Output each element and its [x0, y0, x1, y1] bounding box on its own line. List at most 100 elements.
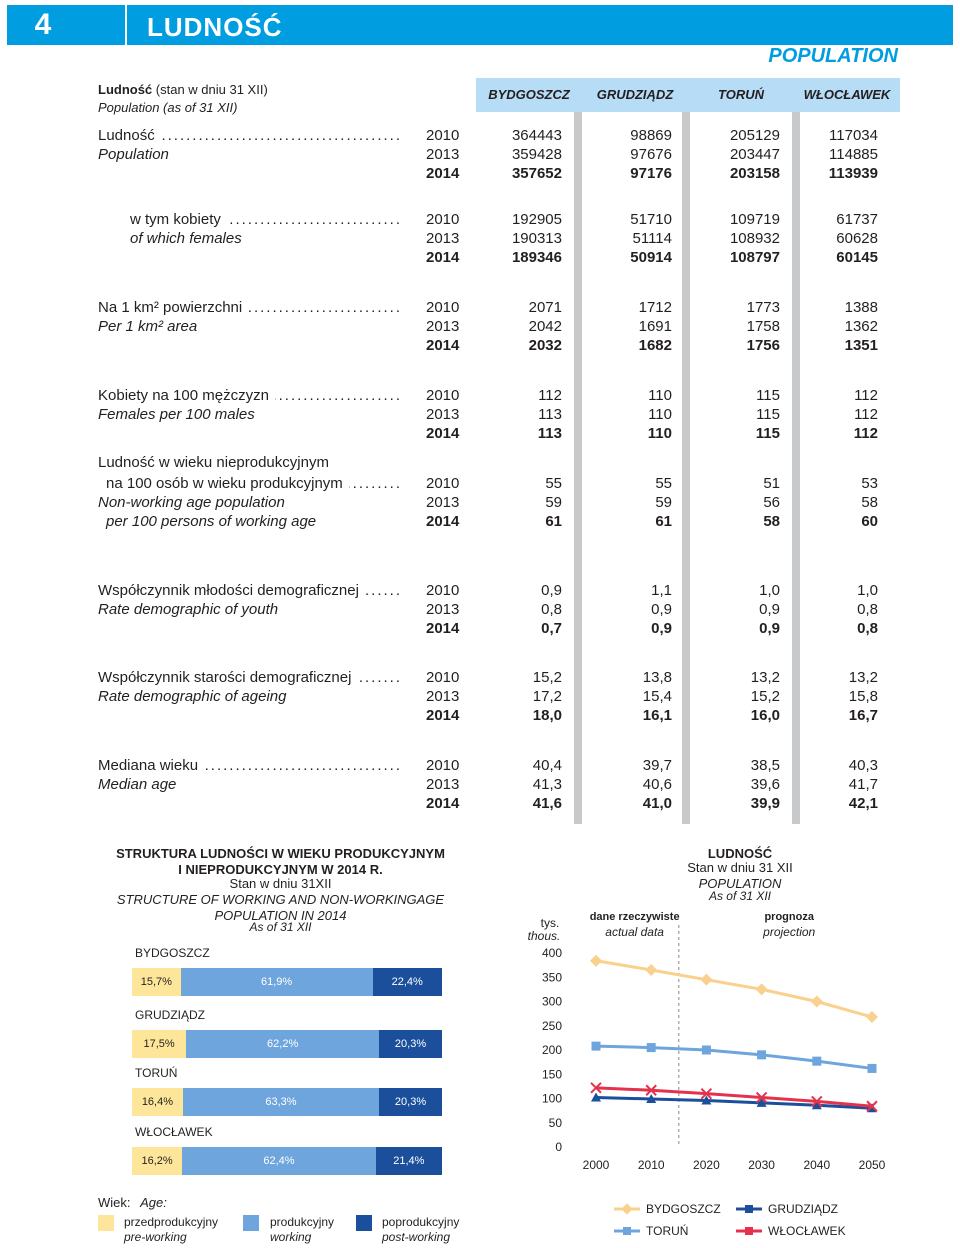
data-point [591, 1041, 601, 1051]
indicator-label-en: Population [98, 146, 169, 163]
structure-sub-en: As of 31 XII [249, 920, 312, 934]
year-label: 2014 [426, 795, 460, 812]
table-cell: 50914 [630, 249, 672, 266]
table-cell: 40,3 [848, 757, 878, 774]
table-caption-en: Population (as of 31 XII) [98, 100, 238, 115]
table-cell: 1362 [844, 318, 878, 335]
structure-segment-pre: 16,4% [132, 1088, 183, 1116]
structure-segment-working: 61,9% [180, 968, 373, 996]
line-legend-label: WŁOCŁAWEK [768, 1223, 846, 1238]
table-cell: 61737 [836, 211, 878, 228]
table-cell: 110 [647, 425, 672, 442]
table-cell: 110 [648, 387, 672, 404]
section-title: LUDNOŚĆ [147, 12, 283, 42]
table-cell: 97176 [630, 165, 672, 182]
table-cell: 113939 [828, 165, 878, 182]
data-point [591, 1092, 601, 1102]
structure-segment-working: 62,4% [182, 1147, 376, 1175]
year-label: 2010 [426, 757, 460, 774]
table-cell: 53 [861, 475, 878, 492]
data-point [700, 1087, 713, 1100]
legend-post-en: post-working [382, 1230, 451, 1244]
indicator-label-pl: Współczynnik starości demograficznej [98, 669, 352, 686]
year-label: 2013 [426, 146, 460, 163]
year-label: 2013 [426, 688, 460, 705]
table-cell: 357652 [511, 165, 562, 182]
indicator-label-en: per 100 persons of working age [106, 513, 317, 530]
structure-title-en-2: POPULATION IN 2014 [214, 908, 347, 923]
indicator-label-en: Median age [98, 776, 177, 793]
line-legend-item: TORUŃ [614, 1222, 688, 1240]
structure-segment-working: 62,2% [186, 1030, 380, 1058]
dot-leader: ........................................… [357, 669, 402, 686]
line-title: LUDNOŚĆ [707, 846, 773, 861]
structure-title-2: I NIEPRODUKCYJNYM W 2014 R. [178, 862, 383, 877]
structure-segment-pre: 17,5% [132, 1030, 187, 1058]
legend-swatch-post [356, 1215, 372, 1231]
table-cell: 39,6 [750, 776, 780, 793]
year-label: 2014 [426, 707, 460, 724]
y-axis-label: tys. [541, 916, 560, 930]
table-cell: 15,4 [642, 688, 672, 705]
column-divider [574, 112, 582, 824]
actual-label-en: actual data [605, 925, 664, 939]
structure-bar: 17,5% 62,2% 20,3% [132, 1030, 442, 1058]
dot-leader: ........................................… [204, 757, 402, 774]
data-point [646, 1093, 657, 1103]
year-label: 2010 [426, 475, 460, 492]
table-cell: 0,9 [651, 620, 672, 637]
line-legend-item: BYDGOSZCZ [614, 1200, 721, 1218]
indicator-label-en: Females per 100 males [98, 406, 255, 423]
y-tick-label: 50 [549, 1116, 563, 1130]
table-cell: 112 [538, 387, 562, 404]
x-tick-label: 2040 [803, 1158, 830, 1172]
table-cell: 58 [861, 494, 878, 511]
year-label: 2013 [426, 776, 460, 793]
actual-label: dane rzeczywiste [590, 911, 680, 923]
table-cell: 60 [861, 513, 878, 530]
col-torun: TORUŃ [718, 87, 764, 102]
table-cell: 13,2 [848, 669, 878, 686]
table-cell: 2042 [528, 318, 562, 335]
data-point [867, 1063, 877, 1073]
column-header: BYDGOSZCZ GRUDZIĄDZ TORUŃ WŁOCŁAWEK [476, 78, 900, 112]
indicator-label-pl: Współczynnik młodości demograficznej [98, 582, 359, 599]
x-tick-label: 2000 [583, 1158, 610, 1172]
line-title-en: POPULATION [698, 876, 782, 891]
legend-item-working: produkcyjny working [270, 1215, 334, 1245]
table-cell: 58 [763, 513, 780, 530]
structure-title-en-1: STRUCTURE OF WORKING AND NON-WORKINGAGE [116, 892, 445, 907]
y-axis-label-en: thous. [528, 929, 561, 943]
table-cell: 1682 [638, 337, 672, 354]
year-label: 2014 [426, 249, 460, 266]
table-cell: 16,7 [848, 707, 878, 724]
y-tick-label: 250 [542, 1019, 562, 1033]
table-cell: 40,4 [532, 757, 562, 774]
table-cell: 115 [756, 387, 780, 404]
indicator-label-pl: na 100 osób w wieku produkcyjnym [106, 475, 343, 492]
series-line-toruń [595, 1044, 873, 1070]
year-label: 2014 [426, 337, 460, 354]
year-label: 2010 [426, 582, 460, 599]
table-cell: 1758 [746, 318, 780, 335]
table-cell: 190313 [511, 230, 562, 247]
table-cell: 0,7 [541, 620, 562, 637]
table-cell: 0,8 [857, 601, 878, 618]
y-tick-label: 0 [555, 1140, 562, 1154]
table-cell: 15,8 [848, 688, 878, 705]
table-cell: 192905 [511, 211, 562, 228]
year-label: 2013 [426, 601, 460, 618]
structure-segment-working: 63,3% [182, 1088, 380, 1116]
table-cell: 113 [538, 406, 562, 423]
table-cell: 203158 [729, 165, 780, 182]
year-label: 2010 [426, 211, 460, 228]
x-tick-label: 2050 [859, 1158, 886, 1172]
table-cell: 364443 [511, 127, 562, 144]
table-cell: 98869 [630, 127, 672, 144]
indicator-label-pl: Ludność [98, 127, 155, 144]
dot-leader: ........................................… [275, 387, 402, 404]
legend-swatch-pre [98, 1215, 114, 1231]
structure-segment-post: 22,4% [372, 968, 442, 996]
line-legend-item: GRUDZIĄDZ [736, 1200, 838, 1218]
table-cell: 42,1 [848, 795, 878, 812]
